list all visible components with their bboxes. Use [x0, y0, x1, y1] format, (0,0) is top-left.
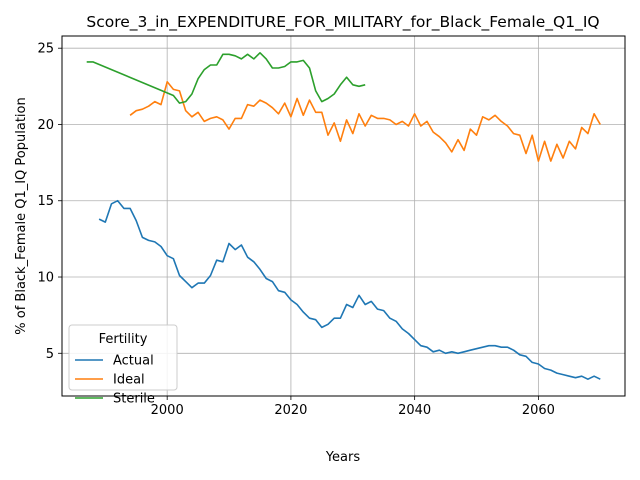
- x-tick-label: 2000: [151, 403, 184, 418]
- series-line-ideal: [129, 81, 601, 162]
- y-axis-label: % of Black_Female Q1_IQ Population: [14, 97, 29, 334]
- y-tick-label: 20: [37, 118, 54, 133]
- legend-label-sterile: Sterile: [113, 392, 155, 407]
- series-line-actual: [98, 199, 601, 381]
- x-axis-label: Years: [325, 450, 361, 465]
- x-tick-label: 2020: [274, 403, 307, 418]
- series-line-sterile: [86, 51, 366, 104]
- legend-box: [68, 324, 178, 391]
- y-tick-label: 15: [37, 194, 54, 209]
- axis-ticks: 2000 2020 2040 2060 5 10 15 20 25: [37, 42, 554, 418]
- legend-title: Fertility: [99, 332, 148, 347]
- plot-frame: [61, 35, 626, 397]
- series-lines: [86, 51, 601, 381]
- y-tick-label: 10: [37, 271, 54, 286]
- chart-title: Score_3_in_EXPENDITURE_FOR_MILITARY_for_…: [86, 13, 599, 32]
- legend-items: Actual Ideal Sterile: [75, 354, 155, 407]
- legend-label-actual: Actual: [113, 354, 154, 369]
- y-tick-label: 25: [37, 42, 54, 57]
- x-tick-label: 2040: [398, 403, 431, 418]
- legend: Fertility Actual Ideal Sterile: [68, 324, 178, 407]
- legend-label-ideal: Ideal: [113, 373, 145, 388]
- x-tick-label: 2060: [522, 403, 555, 418]
- grid-lines: [62, 36, 625, 396]
- y-tick-label: 5: [46, 347, 54, 362]
